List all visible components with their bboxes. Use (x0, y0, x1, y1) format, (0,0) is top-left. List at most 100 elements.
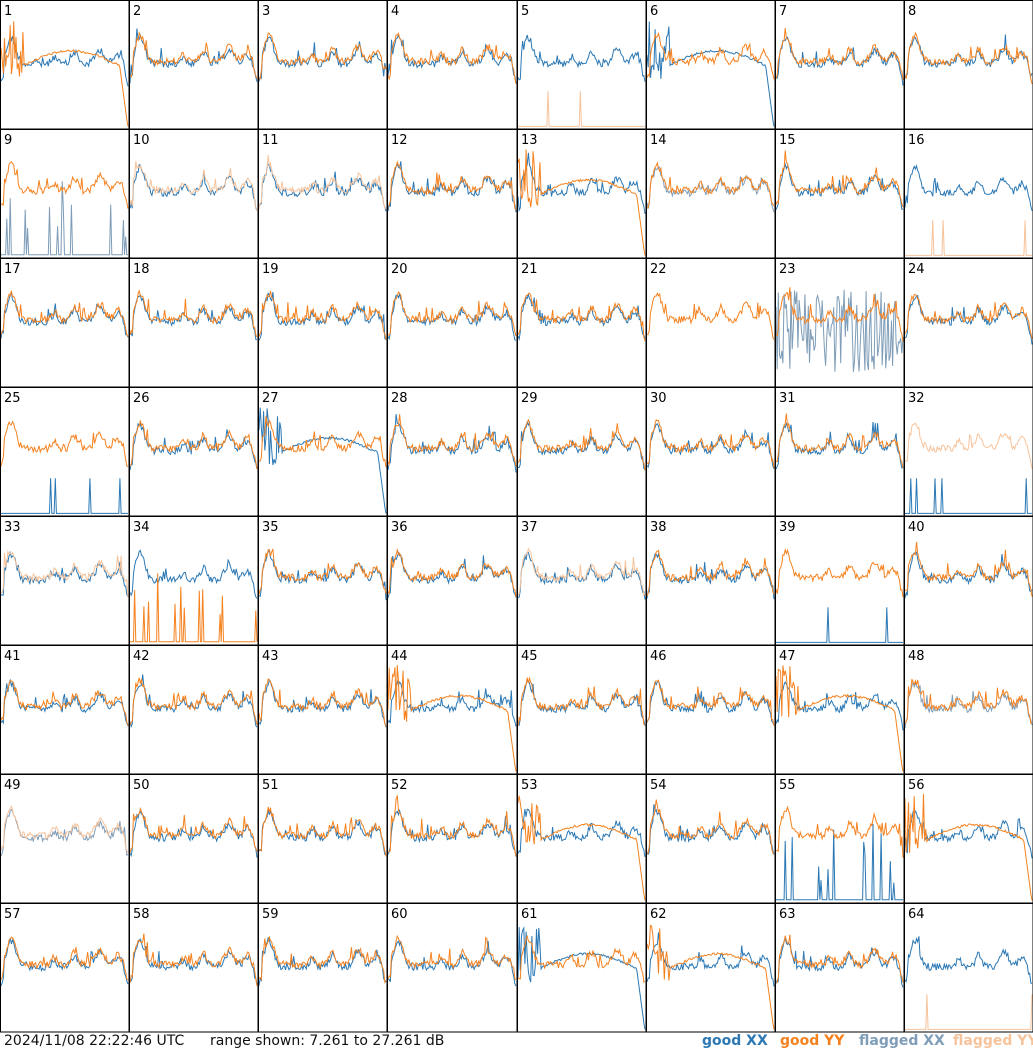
panel-61-xx-line (517, 926, 646, 1030)
panel-53-yy-line (517, 795, 646, 901)
panel-41-label: 41 (4, 649, 21, 664)
panel-35-label: 35 (262, 520, 279, 535)
legend-flagged-yy-label: flagged (953, 1033, 1013, 1049)
panel-49-border (0, 774, 130, 904)
panel-39-border (775, 516, 905, 646)
panel-43-yy-line (258, 678, 387, 727)
panel-32: 32 (904, 387, 1033, 517)
panel-6-yy-line (646, 31, 775, 80)
panel-1: 1 (0, 0, 130, 130)
panel-41-border (0, 645, 130, 775)
panel-30-label: 30 (650, 391, 667, 406)
panel-6-xx-line (646, 21, 775, 127)
panel-33-yy-line (0, 549, 129, 598)
panel-2-yy-line (129, 31, 258, 79)
range-text: range shown: 7.261 to 27.261 dB (210, 1033, 445, 1049)
panel-34: 34 (129, 516, 259, 646)
panel-15-label: 15 (779, 133, 796, 148)
panel-42: 42 (129, 645, 259, 775)
panel-35-yy-line (258, 548, 387, 595)
panel-43: 43 (258, 645, 388, 775)
panel-24-border (904, 258, 1033, 388)
panel-55-yy-line (775, 805, 904, 858)
panel-44-label: 44 (391, 649, 408, 664)
panel-57-yy-line (0, 936, 129, 981)
panel-37-yy-line (517, 547, 646, 597)
panel-38-xx-line (646, 552, 775, 600)
panel-40-label: 40 (908, 520, 925, 535)
panel-6: 6 (646, 0, 776, 130)
panel-61-yy-line (517, 934, 646, 983)
panel-63-yy-line (775, 934, 904, 984)
panel-54: 54 (646, 774, 776, 904)
panel-13: 13 (517, 129, 647, 259)
panel-56-label: 56 (908, 778, 925, 793)
panel-45-xx-line (517, 679, 646, 726)
panel-41: 41 (0, 645, 130, 775)
panel-4-label: 4 (391, 4, 399, 19)
panel-27-yy-line (258, 416, 387, 468)
panel-17-yy-line (0, 290, 129, 337)
panel-50-yy-line (129, 806, 258, 853)
panel-42-xx-line (129, 674, 258, 729)
panel-12: 12 (387, 129, 518, 259)
panel-9-yy-line (0, 161, 129, 209)
panel-15-border (775, 129, 905, 259)
panel-56: 56 (904, 774, 1033, 904)
panel-54-xx-line (646, 804, 775, 856)
panel-63-xx-line (775, 935, 904, 988)
panel-8-label: 8 (908, 4, 916, 19)
panel-63: 63 (775, 903, 905, 1033)
panel-34-label: 34 (133, 520, 150, 535)
panel-43-border (258, 645, 388, 775)
panel-23: 23 (775, 258, 905, 388)
panel-26-yy-line (129, 420, 258, 470)
panel-59: 59 (258, 903, 388, 1033)
panel-48-border (904, 645, 1033, 775)
panel-11-border (258, 129, 388, 259)
legend-flagged-yy-pol: YY (1017, 1033, 1033, 1049)
panel-28-label: 28 (391, 391, 408, 406)
panel-48-label: 48 (908, 649, 925, 664)
panel-54-label: 54 (650, 778, 667, 793)
panel-46-label: 46 (650, 649, 667, 664)
panel-14-xx-line (646, 166, 775, 213)
panel-39-label: 39 (779, 520, 796, 535)
panel-14-yy-line (646, 161, 775, 209)
panel-50: 50 (129, 774, 259, 904)
panel-30: 30 (646, 387, 776, 517)
panel-51: 51 (258, 774, 388, 904)
panel-30-yy-line (646, 419, 775, 468)
panel-51-yy-line (258, 806, 387, 857)
panel-36-label: 36 (391, 520, 408, 535)
panel-12-yy-line (387, 160, 517, 210)
panel-44-xx-line (387, 679, 517, 727)
panel-21-yy-line (517, 292, 646, 342)
panel-23-yy-line (775, 287, 904, 342)
panel-8: 8 (904, 0, 1033, 130)
panel-62: 62 (646, 903, 776, 1033)
panel-7: 7 (775, 0, 905, 130)
panel-25: 25 (0, 387, 130, 517)
panel-9: 9 (0, 129, 130, 259)
panel-3-yy-line (258, 32, 387, 80)
panel-51-xx-line (259, 809, 387, 855)
panel-40-xx-line (904, 551, 1033, 599)
panel-14-border (646, 129, 776, 259)
panel-52-xx-line (387, 808, 517, 857)
panel-8-yy-line (904, 31, 1033, 85)
panel-45-border (517, 645, 647, 775)
panel-25-yy-line (0, 420, 129, 468)
panel-31-label: 31 (779, 391, 796, 406)
panel-52-border (387, 774, 518, 904)
legend-good-xx-label: good (702, 1033, 742, 1049)
panel-19-label: 19 (262, 262, 279, 277)
panel-42-label: 42 (133, 649, 150, 664)
panel-35: 35 (258, 516, 388, 646)
legend-good-xx-pol: XX (746, 1033, 768, 1049)
panel-33-label: 33 (4, 520, 21, 535)
panel-61-border (517, 903, 647, 1033)
panel-56-yy-line (904, 793, 1033, 901)
panel-7-yy-line (775, 28, 904, 80)
panel-49-yy-line (0, 805, 129, 854)
